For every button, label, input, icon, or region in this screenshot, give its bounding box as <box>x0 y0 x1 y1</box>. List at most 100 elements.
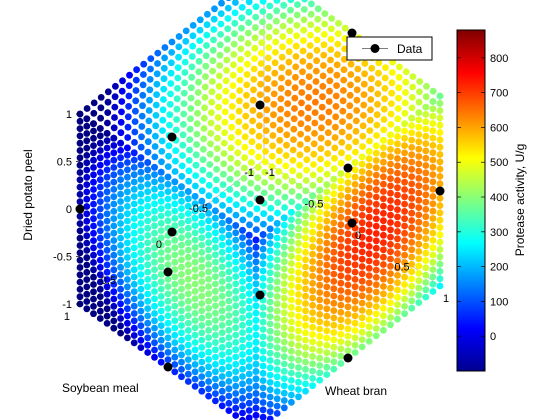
surface-point <box>234 159 241 167</box>
surface-point <box>252 404 260 412</box>
surface-point <box>117 329 124 337</box>
surface-point <box>365 177 373 185</box>
surface-point <box>151 244 158 252</box>
surface-point <box>191 273 199 281</box>
surface-point <box>260 210 268 218</box>
surface-point <box>103 173 111 181</box>
surface-point <box>137 293 145 300</box>
surface-point <box>245 261 253 268</box>
surface-point <box>323 363 331 371</box>
surface-point <box>137 176 145 183</box>
surface-point <box>245 414 253 420</box>
surface-point <box>83 239 91 247</box>
surface-point <box>285 58 293 66</box>
surface-point <box>436 121 444 129</box>
surface-point <box>422 198 430 206</box>
surface-point <box>288 177 296 185</box>
surface-point <box>429 185 437 193</box>
surface-point <box>245 8 253 16</box>
surface-point <box>157 358 165 366</box>
surface-point <box>394 228 401 235</box>
surface-point <box>247 179 255 187</box>
surface-point <box>302 344 309 351</box>
surface-point <box>312 67 320 75</box>
surface-point <box>178 358 185 366</box>
surface-point <box>152 122 160 130</box>
surface-point <box>203 21 211 29</box>
surface-point <box>253 215 260 223</box>
surface-point <box>296 172 303 180</box>
surface-point <box>288 188 296 195</box>
surface-point <box>103 254 111 261</box>
surface-point <box>360 80 368 88</box>
surface-point <box>401 266 408 274</box>
surface-point <box>90 259 97 266</box>
surface-point <box>206 150 214 158</box>
surface-point <box>83 247 91 254</box>
surface-point <box>245 348 253 356</box>
surface-point <box>76 147 84 154</box>
surface-point <box>259 267 267 275</box>
surface-point <box>288 325 295 333</box>
surface-point <box>103 166 111 174</box>
surface-point <box>282 162 290 170</box>
surface-point <box>323 320 331 327</box>
surface-point <box>164 312 172 320</box>
surface-point <box>225 356 233 363</box>
surface-point <box>436 173 444 180</box>
surface-point <box>153 70 161 78</box>
surface-point <box>154 49 162 57</box>
surface-point <box>337 323 345 331</box>
surface-point <box>330 165 338 173</box>
surface-point <box>365 191 373 199</box>
surface-point <box>351 239 359 247</box>
surface-point <box>164 163 172 171</box>
surface-point <box>83 130 91 137</box>
surface-point <box>337 184 345 192</box>
surface-point <box>76 278 84 286</box>
surface-point <box>189 32 197 40</box>
surface-point <box>236 66 244 74</box>
surface-point <box>415 131 423 138</box>
surface-point <box>240 175 248 182</box>
surface-point <box>266 342 274 350</box>
surface-point <box>184 224 192 232</box>
surface-point <box>309 280 316 287</box>
surface-point <box>323 371 331 378</box>
surface-point <box>216 51 224 59</box>
surface-point <box>317 155 324 163</box>
surface-point <box>117 168 124 176</box>
surface-point <box>205 268 213 276</box>
surface-point <box>408 239 416 246</box>
surface-point <box>213 155 221 163</box>
surface-point <box>272 28 280 35</box>
surface-point <box>380 231 387 239</box>
surface-point <box>131 118 139 125</box>
surface-point <box>239 216 247 224</box>
surface-point <box>110 288 118 296</box>
surface-point <box>316 274 324 282</box>
surface-point <box>144 224 152 232</box>
surface-point <box>334 30 342 38</box>
surface-point <box>415 291 423 299</box>
surface-point <box>380 283 387 290</box>
surface-point <box>327 56 334 64</box>
surface-point <box>334 40 342 48</box>
surface-point <box>388 100 395 107</box>
surface-point <box>223 46 231 53</box>
surface-point <box>330 299 338 307</box>
surface-point <box>96 183 104 191</box>
surface-point <box>380 151 387 159</box>
surface-point <box>151 163 158 171</box>
surface-point <box>83 217 91 225</box>
surface-point <box>184 210 192 217</box>
surface-point <box>394 191 401 199</box>
surface-point <box>198 270 206 278</box>
surface-point <box>110 186 118 193</box>
surface-point <box>139 91 147 99</box>
surface-point <box>358 263 366 270</box>
surface-point <box>309 301 316 309</box>
surface-point <box>401 109 409 117</box>
surface-point <box>216 72 223 80</box>
surface-point <box>335 19 342 27</box>
